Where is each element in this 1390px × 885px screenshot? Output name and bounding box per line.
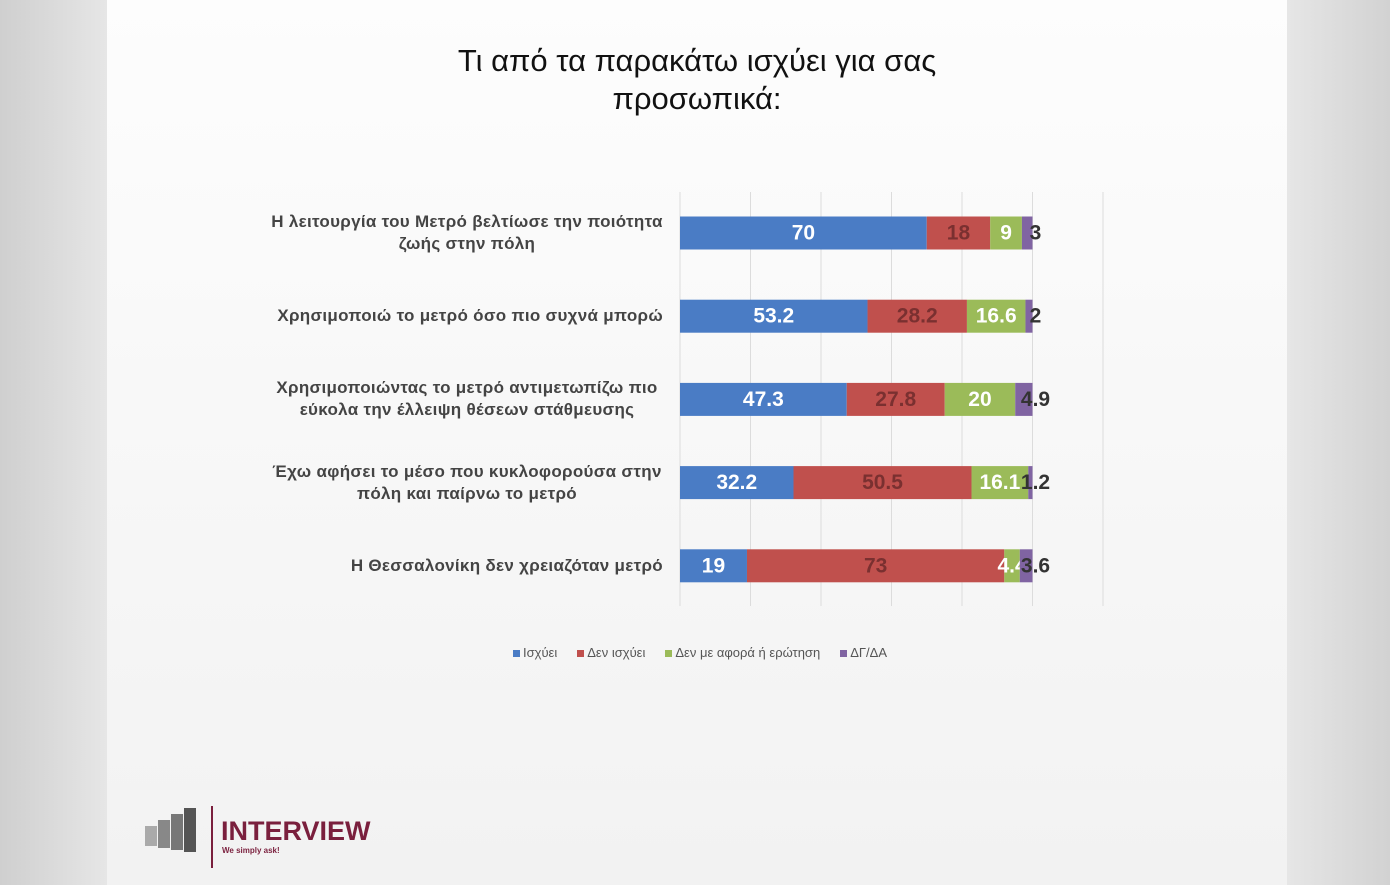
legend-label: Ισχύει	[522, 645, 558, 660]
data-label: 4.9	[1021, 388, 1050, 411]
bar-segment	[680, 549, 747, 583]
data-label: 53.2	[753, 305, 794, 328]
logo-icon	[145, 806, 213, 868]
category-label: Έχω αφήσει το μέσο που κυκλοφορούσα στην…	[272, 461, 662, 503]
category-label: Χρησιμοποιώντας το μετρό αντιμετωπίζω πι…	[276, 378, 658, 420]
category-label: Η Θεσσαλονίκη δεν χρειαζόταν μετρό	[350, 555, 663, 575]
bar-segment	[846, 382, 945, 416]
category-label: Χρησιμοποιώ το μετρό όσο πιο συχνά μπορώ	[277, 306, 663, 326]
data-label: 32.2	[716, 471, 757, 494]
data-label: 16.6	[976, 305, 1017, 328]
bar-segment	[1019, 549, 1033, 583]
data-label: 73	[864, 554, 887, 577]
bar-segment	[990, 216, 1022, 250]
bar-segment	[680, 299, 868, 333]
bar-segment	[793, 466, 972, 500]
legend-label: ΔΓ/ΔΑ	[850, 645, 887, 660]
bar-segment	[1028, 466, 1033, 500]
data-label: 70	[792, 222, 815, 245]
legend-item: ΔΓ/ΔΑ	[840, 645, 887, 660]
bar-segment	[966, 299, 1026, 333]
bar-segment	[867, 299, 967, 333]
bar-segment	[680, 466, 794, 500]
data-label: 4.4	[997, 554, 1027, 577]
legend-label: Δεν ισχύει	[587, 645, 646, 660]
chart-title: Τι από τα παρακάτω ισχύει για σας προσωπ…	[457, 43, 937, 116]
legend-item: Δεν ισχύει	[577, 645, 645, 660]
bar-segment	[1025, 299, 1033, 333]
bar-segment	[1021, 216, 1033, 250]
bar-segment	[680, 216, 927, 250]
data-label: 9	[1000, 222, 1012, 245]
bar-segment	[746, 549, 1005, 583]
legend-swatch	[577, 650, 585, 657]
legend: Ισχύει Δεν ισχύει Δεν με αφορά ή ερώτηση ΔΓ…	[0, 645, 1390, 660]
category-label: Η λειτουργία του Μετρό βελτίωσε την ποιό…	[271, 212, 663, 253]
bar-segment	[926, 216, 991, 250]
data-label: 16.1	[979, 471, 1020, 494]
legend-swatch	[840, 650, 848, 657]
data-label: 50.5	[862, 471, 903, 494]
bar-segment	[944, 382, 1016, 416]
data-label: 19	[702, 554, 725, 577]
logo-name: INTERVIEW	[221, 816, 371, 846]
data-label: 3.6	[1021, 554, 1050, 577]
data-label: 1.2	[1021, 471, 1050, 494]
logo-tagline: We simply ask!	[222, 846, 280, 855]
bar-segment	[1004, 549, 1020, 583]
legend-swatch	[665, 650, 673, 657]
data-label: 47.3	[743, 388, 784, 411]
data-label: 2	[1030, 305, 1042, 328]
data-label: 3	[1030, 222, 1042, 245]
bar-segment	[1015, 382, 1033, 416]
legend-label: Δεν με αφορά ή ερώτηση	[675, 645, 821, 660]
legend-item: Ισχύει	[512, 645, 558, 660]
data-label: 20	[968, 388, 991, 411]
legend-item: Δεν με αφορά ή ερώτηση	[665, 645, 820, 660]
bar-segment	[680, 382, 847, 416]
data-label: 18	[947, 222, 971, 245]
data-label: 27.8	[875, 388, 916, 411]
slide	[107, 0, 1287, 885]
legend-swatch	[512, 650, 520, 657]
data-label: 28.2	[897, 305, 938, 328]
bar-segment	[971, 466, 1029, 500]
